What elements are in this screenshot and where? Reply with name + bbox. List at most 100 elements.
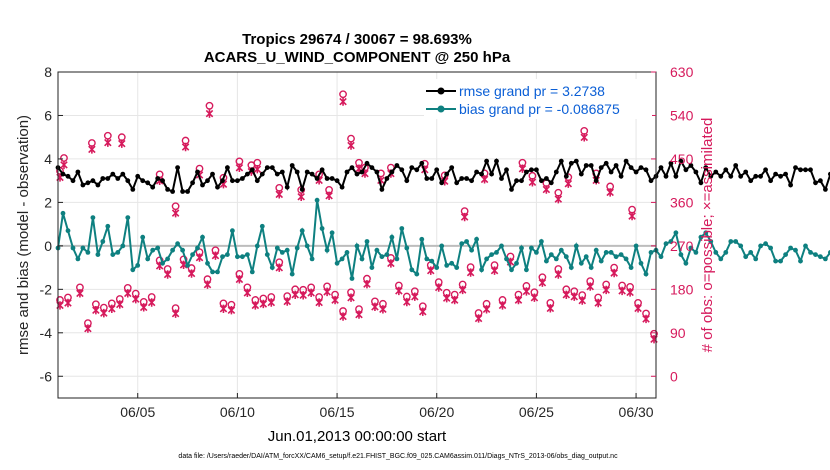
rmse-point bbox=[230, 178, 235, 184]
rmse-point bbox=[449, 165, 455, 171]
obs-assimilated-marker bbox=[124, 289, 132, 298]
bias-point bbox=[474, 236, 479, 242]
bias-point bbox=[648, 250, 654, 255]
bias-point bbox=[618, 252, 624, 257]
rmse-point bbox=[314, 176, 320, 181]
obs-assimilated-marker bbox=[297, 192, 305, 201]
rmse-point bbox=[344, 169, 350, 175]
rmse-point bbox=[424, 176, 430, 181]
rmse-point bbox=[509, 187, 514, 192]
rmse-point bbox=[504, 167, 509, 173]
obs-assimilated-marker bbox=[60, 160, 68, 170]
rmse-point bbox=[294, 169, 300, 175]
rmse-point bbox=[678, 158, 684, 164]
bias-point bbox=[633, 243, 639, 249]
bias-point bbox=[608, 250, 614, 255]
obs-assimilated-marker bbox=[267, 298, 276, 307]
bias-point bbox=[783, 252, 788, 257]
bias-point bbox=[673, 230, 679, 236]
rmse-point bbox=[279, 169, 285, 175]
bias-point bbox=[165, 256, 171, 262]
rmse-point bbox=[319, 167, 325, 173]
rmse-point bbox=[708, 173, 714, 179]
bias-point bbox=[230, 228, 235, 234]
x-tick-label: 06/20 bbox=[419, 404, 454, 420]
bias-point bbox=[284, 247, 290, 253]
obs-assimilated-marker bbox=[171, 208, 180, 218]
bias-point bbox=[583, 254, 589, 260]
bias-point bbox=[529, 245, 534, 251]
legend-rmse-label: rmse grand pr = 3.2738 bbox=[459, 83, 605, 99]
rmse-point bbox=[434, 167, 440, 173]
obs-assimilated-marker bbox=[626, 288, 634, 297]
obs-assimilated-marker bbox=[171, 309, 180, 318]
obs-assimilated-marker bbox=[554, 194, 563, 204]
bias-point bbox=[150, 247, 156, 253]
obs-assimilated-marker bbox=[458, 285, 467, 295]
rmse-point bbox=[713, 169, 719, 175]
legend-rmse-marker bbox=[437, 87, 445, 95]
obs-assimilated-marker bbox=[331, 295, 339, 305]
rmse-point bbox=[125, 178, 131, 184]
rmse-point bbox=[813, 180, 818, 186]
bias-point bbox=[75, 256, 81, 262]
bias-point bbox=[120, 243, 126, 249]
bias-point bbox=[658, 254, 664, 260]
series-lines bbox=[55, 157, 830, 281]
bias-point bbox=[190, 252, 196, 257]
y-tick-label: 4 bbox=[44, 151, 52, 167]
rmse-point bbox=[623, 158, 629, 164]
y-tick-label: 0 bbox=[44, 238, 52, 254]
y-right-tick-label: 90 bbox=[670, 325, 686, 341]
obs-assimilated-marker bbox=[602, 285, 610, 295]
rmse-point bbox=[578, 171, 584, 177]
obs-assimilated-marker bbox=[528, 178, 537, 187]
bias-point bbox=[264, 252, 270, 257]
obs-assimilated-marker bbox=[403, 297, 411, 307]
rmse-point bbox=[404, 178, 410, 184]
rmse-point bbox=[803, 167, 808, 173]
bias-point bbox=[429, 258, 435, 264]
rmse-point bbox=[334, 178, 340, 184]
rmse-point bbox=[70, 178, 76, 184]
rmse-point bbox=[728, 173, 734, 179]
bias-point bbox=[170, 247, 176, 253]
rmse-point bbox=[494, 158, 499, 164]
bias-point bbox=[593, 247, 599, 253]
bias-point bbox=[404, 245, 410, 251]
bias-point bbox=[563, 254, 569, 260]
bias-point bbox=[469, 247, 474, 253]
bias-point bbox=[409, 267, 415, 273]
y-right-tick-label: 180 bbox=[670, 281, 694, 297]
rmse-point bbox=[798, 167, 803, 173]
rmse-point bbox=[210, 171, 215, 177]
rmse-point bbox=[484, 158, 489, 164]
rmse-point bbox=[688, 163, 694, 168]
bias-point bbox=[723, 250, 729, 255]
rmse-point bbox=[100, 176, 106, 181]
rmse-point bbox=[364, 160, 370, 166]
bias-point bbox=[414, 271, 420, 277]
rmse-point bbox=[145, 180, 151, 186]
obs-assimilated-marker bbox=[118, 139, 126, 148]
rmse-point bbox=[439, 180, 445, 186]
rmse-point bbox=[195, 169, 200, 175]
bias-point bbox=[379, 254, 385, 260]
legend-bias-label: bias grand pr = -0.086875 bbox=[459, 101, 620, 117]
rmse-point bbox=[135, 173, 141, 179]
bias-point bbox=[743, 254, 749, 260]
rmse-point bbox=[583, 163, 589, 168]
rmse-point bbox=[60, 171, 66, 177]
y-tick-label: 8 bbox=[44, 64, 52, 80]
obs-assimilated-marker bbox=[480, 175, 489, 184]
rmse-point bbox=[175, 165, 181, 171]
rmse-point bbox=[783, 171, 788, 177]
bias-point bbox=[359, 256, 365, 262]
rmse-line bbox=[57, 157, 830, 194]
obs-assimilated-marker bbox=[642, 314, 650, 324]
bias-point bbox=[205, 260, 210, 266]
bias-point bbox=[494, 250, 499, 255]
bias-point bbox=[279, 250, 285, 255]
bias-point bbox=[220, 254, 225, 260]
bias-point bbox=[678, 252, 684, 257]
